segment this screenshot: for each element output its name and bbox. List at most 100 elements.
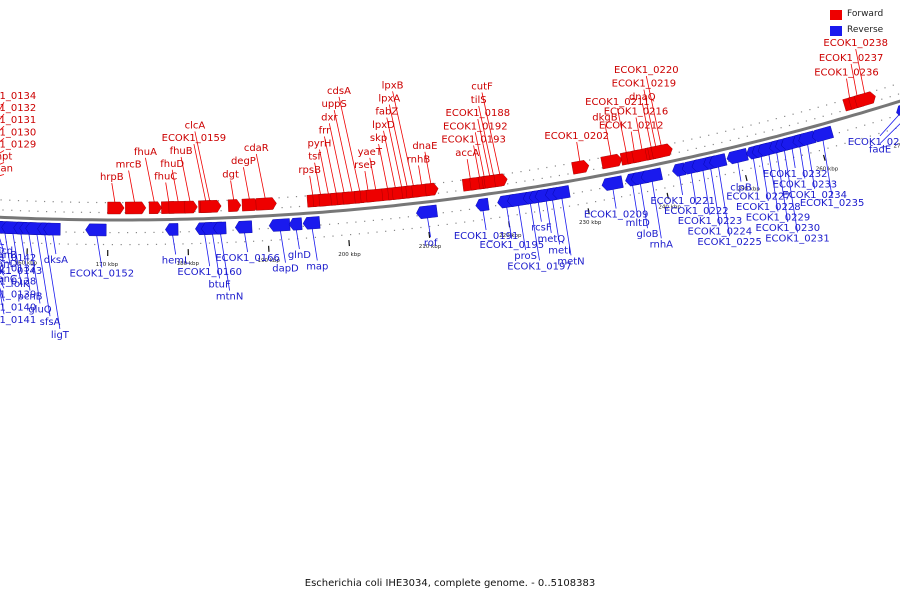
track-dot [780, 127, 782, 129]
track-dot [826, 104, 828, 106]
track-dot [420, 226, 422, 229]
track-dot [560, 207, 562, 209]
gene-label-ECOK1_0140: ECOK1_0140 [0, 302, 36, 313]
gene-label-ligT: ligT [51, 330, 70, 341]
gene-label-ECOK1_0221: ECOK1_0221 [650, 196, 715, 207]
leader-lpxD [383, 130, 397, 194]
leader-map [310, 222, 318, 261]
track-dot [2, 209, 4, 211]
track-dot [563, 164, 565, 166]
track-dot [399, 217, 401, 219]
leader-ECOK1_0228 [759, 150, 769, 201]
track-dot [550, 176, 552, 178]
leader-fhuD [171, 169, 180, 208]
gene-arrow-cdaR [255, 197, 277, 211]
leader-dkgB [604, 123, 613, 162]
gene-label-gluQ: gluQ [28, 304, 51, 315]
track-dot [503, 173, 505, 175]
genome-backbone [0, 99, 900, 222]
track-dot [801, 154, 803, 156]
track-dot [76, 243, 78, 245]
leader-frr [324, 136, 338, 199]
track-dot [864, 124, 866, 126]
leader-ECOK1_0230 [775, 146, 789, 222]
gene-label-sfsA: sfsA [40, 317, 61, 328]
gene-label-map: map [306, 262, 328, 273]
track-dot [817, 106, 819, 108]
track-dot [818, 150, 820, 152]
track-dot [708, 134, 710, 136]
leader-ECOK1_0216 [635, 117, 644, 156]
track-dot [831, 113, 833, 115]
gene-label-ECOK1_0209: ECOK1_0209 [584, 210, 649, 221]
gene-arrow-fhuB [184, 200, 198, 214]
track-dot [390, 218, 392, 220]
track-dot [127, 232, 129, 234]
gene-label-ECOK1_0237: ECOK1_0237 [819, 53, 884, 64]
scale-tick [348, 240, 351, 247]
leader-fhuA [145, 157, 156, 208]
track-dot [542, 210, 544, 212]
gene-label-ECOK1_0193: ECOK1_0193 [441, 134, 506, 145]
leader-ECOK1_0223 [701, 164, 711, 215]
track-dot [26, 200, 28, 202]
track-dot [599, 188, 601, 190]
strand-legend: Forward Reverse [830, 8, 892, 40]
track-dot [755, 133, 757, 135]
gene-label-tilS: tilS [471, 95, 487, 106]
track-dot [85, 243, 87, 245]
track-dot [707, 177, 709, 180]
track-dot [460, 179, 462, 181]
track-dot [238, 209, 240, 211]
track-dot [78, 201, 80, 203]
gene-label-ECOK1_0230: ECOK1_0230 [756, 223, 821, 234]
leader-metI [551, 194, 560, 245]
gene-label-ECOK1_0219: ECOK1_0219 [612, 79, 677, 90]
track-dot [784, 115, 786, 117]
gene-arrow-cutF [493, 173, 508, 188]
track-dot [481, 219, 483, 221]
track-dot [217, 242, 219, 244]
leader-cdaR [255, 153, 267, 204]
track-dot [704, 145, 706, 147]
track-dot [0, 199, 2, 201]
track-dot [581, 191, 583, 193]
gene-label-rpsB: rpsB [298, 165, 321, 176]
gene-arrow-dksA [43, 222, 61, 236]
gene-label-ECOK1_0191: ECOK1_0191 [454, 231, 519, 242]
track-dot [532, 179, 535, 181]
gene-label-ECOK1_0139: ECOK1_0139 [0, 289, 36, 300]
gene-arrow-mrcB [125, 201, 147, 215]
track-dot [65, 231, 67, 233]
label-leader-lines [0, 49, 900, 329]
gene-label-ECOK1_0232: ECOK1_0232 [763, 169, 828, 180]
track-dot [805, 120, 807, 122]
track-dot [72, 211, 74, 213]
track-dot [41, 242, 43, 244]
track-dot [551, 208, 553, 210]
track-dot [323, 236, 325, 238]
track-dot [147, 243, 149, 246]
gene-arrow-rof [416, 204, 438, 220]
gene-arrow-ECOK1_0225 [709, 153, 728, 169]
track-dot [464, 221, 466, 223]
track-dot [673, 185, 675, 187]
track-dot [855, 127, 857, 129]
legend-item-forward: Forward [830, 8, 892, 22]
track-dot [446, 223, 448, 225]
track-dot [350, 234, 352, 236]
scale-tick-label: 210 kbp [419, 244, 442, 250]
gene-label-ECOK1_0141: ECOK1_0141 [0, 315, 36, 326]
gene-arrow-hrpB [107, 201, 125, 215]
gene-label-ECOK1_0130: ECOK1_0130 [0, 127, 36, 138]
track-dot [104, 202, 106, 204]
track-dot [897, 93, 900, 95]
gene-label-tsf: tsf [308, 152, 321, 163]
gene-label-pcnB: pcnB [17, 292, 42, 303]
track-dot [881, 119, 883, 121]
track-dot [200, 242, 202, 244]
track-dot [144, 231, 146, 234]
track-dot [629, 194, 631, 196]
gene-label-ECOK1_0231: ECOK1_0231 [765, 233, 830, 244]
track-dot [19, 210, 22, 212]
